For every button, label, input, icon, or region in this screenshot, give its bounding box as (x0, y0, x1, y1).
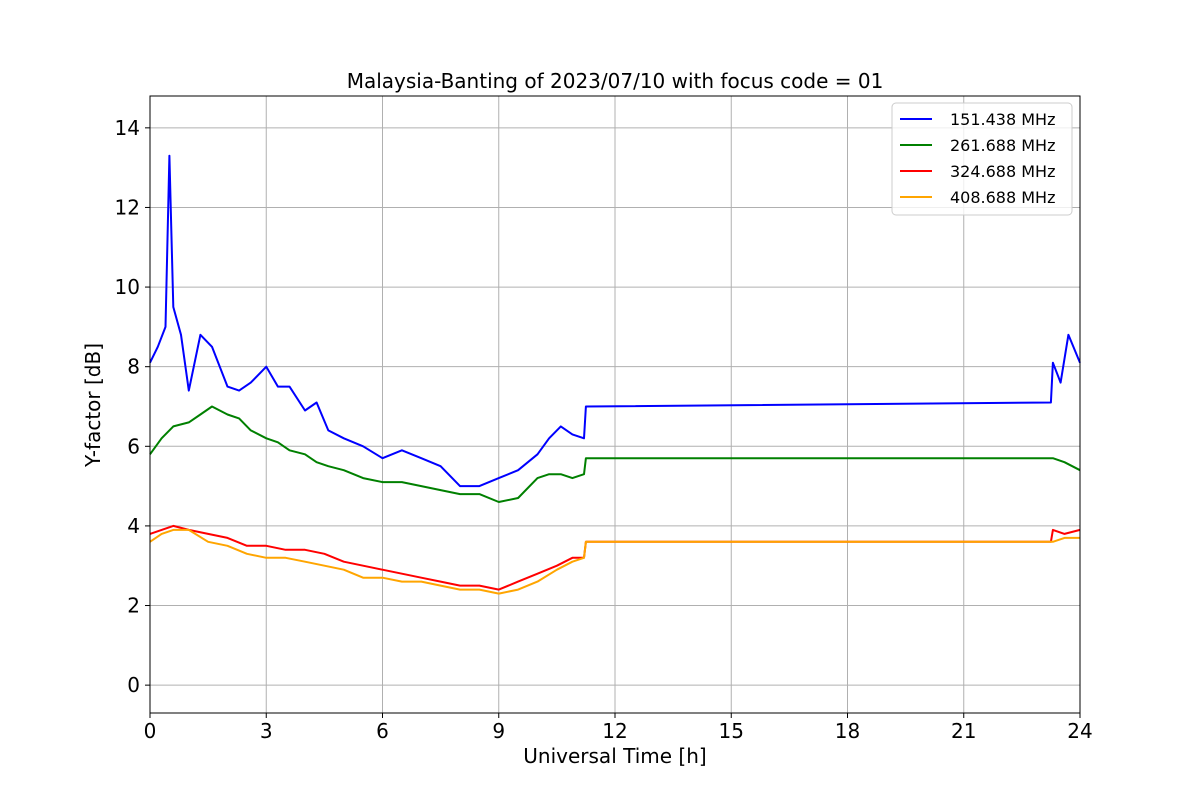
legend-label-324-688-mhz: 324.688 MHz (950, 162, 1055, 181)
y-axis-label: Y-factor [dB] (81, 343, 105, 468)
y-tick-label: 2 (127, 594, 140, 618)
x-tick-label: 6 (376, 719, 389, 743)
legend-box (891, 102, 1073, 216)
series-line-261-688-mhz (149, 405, 1081, 503)
y-tick-label: 8 (127, 355, 140, 379)
x-tick-label: 21 (951, 719, 976, 743)
y-tick-label: 6 (127, 434, 140, 458)
x-tick-label: 18 (835, 719, 860, 743)
x-axis-label: Universal Time [h] (523, 744, 706, 768)
legend-label-151-438-mhz: 151.438 MHz (950, 110, 1055, 129)
chart-title: Malaysia-Banting of 2023/07/10 with focu… (347, 69, 884, 93)
y-tick-label: 4 (127, 514, 140, 538)
legend-label-261-688-mhz: 261.688 MHz (950, 136, 1055, 155)
x-tick-label: 3 (260, 719, 273, 743)
x-tick-label: 9 (492, 719, 505, 743)
y-tick-label: 14 (115, 116, 140, 140)
series-line-408-688-mhz (149, 528, 1080, 595)
series-line-151-438-mhz (149, 154, 1081, 488)
x-tick-label: 15 (719, 719, 744, 743)
plot-series (149, 154, 1081, 595)
x-tick-label: 0 (144, 719, 157, 743)
y-tick-label: 0 (127, 673, 140, 697)
x-tick-label: 24 (1067, 719, 1092, 743)
legend-label-408-688-mhz: 408.688 MHz (950, 188, 1055, 207)
y-tick-label: 10 (115, 275, 140, 299)
x-tick-label: 12 (602, 719, 627, 743)
legend: 151.438 MHz 261.688 MHz 324.688 MHz 408.688… (891, 102, 1073, 216)
y-tick-label: 12 (115, 195, 140, 219)
